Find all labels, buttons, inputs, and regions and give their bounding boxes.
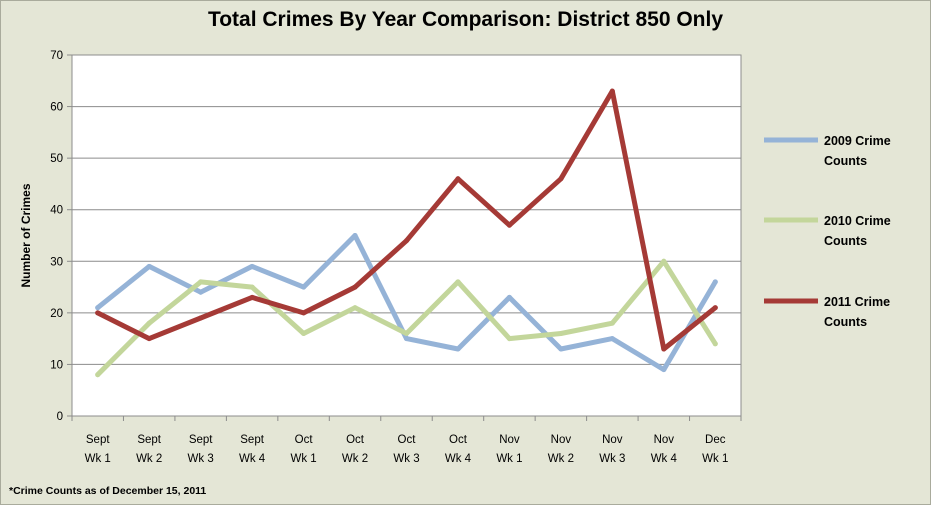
data-point — [609, 88, 615, 94]
x-tick-label: Wk 3 — [188, 453, 214, 465]
data-point — [661, 367, 667, 373]
plot-area — [71, 54, 742, 417]
y-tick-label: 20 — [50, 308, 63, 320]
data-point — [249, 284, 255, 290]
data-point — [506, 222, 512, 228]
data-point — [95, 305, 101, 311]
data-point — [352, 305, 358, 311]
data-point — [661, 258, 667, 264]
data-point — [455, 279, 461, 285]
data-point — [661, 346, 667, 352]
x-tick-label: Wk 2 — [548, 453, 574, 465]
x-tick-label: Nov — [551, 434, 572, 446]
x-tick-label: Wk 3 — [393, 453, 419, 465]
x-tick-label: Wk 4 — [445, 453, 472, 465]
x-tick-label: Wk 1 — [702, 453, 728, 465]
x-tick-label: Nov — [654, 434, 675, 446]
legend-label: Counts — [824, 234, 867, 248]
data-point — [558, 330, 564, 336]
x-tick-label: Sept — [240, 434, 264, 446]
data-point — [146, 263, 152, 269]
data-point — [352, 233, 358, 238]
data-point — [712, 341, 718, 347]
x-tick-label: Wk 4 — [651, 453, 678, 465]
y-tick-label: 60 — [50, 102, 63, 114]
y-axis-title: Number of Crimes — [19, 183, 33, 287]
data-point — [455, 346, 461, 352]
data-point — [198, 315, 204, 321]
x-tick-label: Wk 1 — [290, 453, 316, 465]
data-point — [558, 346, 564, 352]
legend-label: Counts — [824, 315, 867, 329]
data-point — [404, 330, 409, 336]
data-point — [146, 336, 152, 342]
data-point — [249, 294, 255, 300]
y-tick-label: 50 — [50, 153, 63, 165]
legend-label: 2010 Crime — [824, 214, 891, 228]
footnote: *Crime Counts as of December 15, 2011 — [9, 485, 207, 497]
x-tick-label: Wk 2 — [342, 453, 368, 465]
data-point — [249, 263, 255, 269]
data-point — [712, 305, 718, 311]
y-tick-label: 30 — [50, 256, 63, 268]
x-tick-label: Nov — [602, 434, 623, 446]
x-tick-label: Nov — [499, 434, 520, 446]
x-tick-label: Dec — [705, 434, 726, 446]
legend-label: 2011 Crime — [824, 295, 890, 309]
chart-title: Total Crimes By Year Comparison: Distric… — [207, 8, 724, 31]
data-point — [198, 279, 204, 285]
x-tick-label: Oct — [398, 434, 417, 446]
x-tick-label: Wk 2 — [136, 453, 162, 465]
x-tick-label: Oct — [346, 434, 365, 446]
data-point — [301, 330, 307, 336]
x-tick-label: Wk 4 — [239, 453, 266, 465]
data-point — [95, 372, 101, 378]
x-tick-label: Wk 1 — [496, 453, 522, 465]
data-point — [712, 279, 718, 285]
x-tick-label: Wk 1 — [85, 453, 111, 465]
x-tick-label: Sept — [86, 434, 110, 446]
data-point — [609, 336, 615, 342]
y-tick-label: 40 — [50, 205, 63, 217]
data-point — [404, 336, 409, 342]
y-tick-label: 70 — [50, 50, 63, 62]
data-point — [506, 336, 512, 342]
data-point — [146, 320, 152, 326]
legend-label: Counts — [824, 154, 867, 168]
data-point — [404, 238, 409, 244]
x-tick-label: Wk 3 — [599, 453, 625, 465]
data-point — [301, 310, 307, 316]
data-point — [609, 320, 615, 326]
legend-label: 2009 Crime — [824, 134, 891, 148]
x-tick-label: Oct — [295, 434, 314, 446]
x-tick-label: Sept — [189, 434, 213, 446]
data-point — [198, 289, 204, 295]
data-point — [352, 284, 358, 290]
data-point — [506, 294, 512, 300]
y-tick-label: 10 — [50, 359, 63, 371]
x-tick-label: Oct — [449, 434, 468, 446]
data-point — [301, 284, 307, 290]
data-point — [558, 176, 564, 182]
data-point — [95, 310, 101, 316]
y-tick-label: 0 — [57, 411, 63, 423]
x-tick-label: Sept — [137, 434, 161, 446]
data-point — [455, 176, 461, 182]
